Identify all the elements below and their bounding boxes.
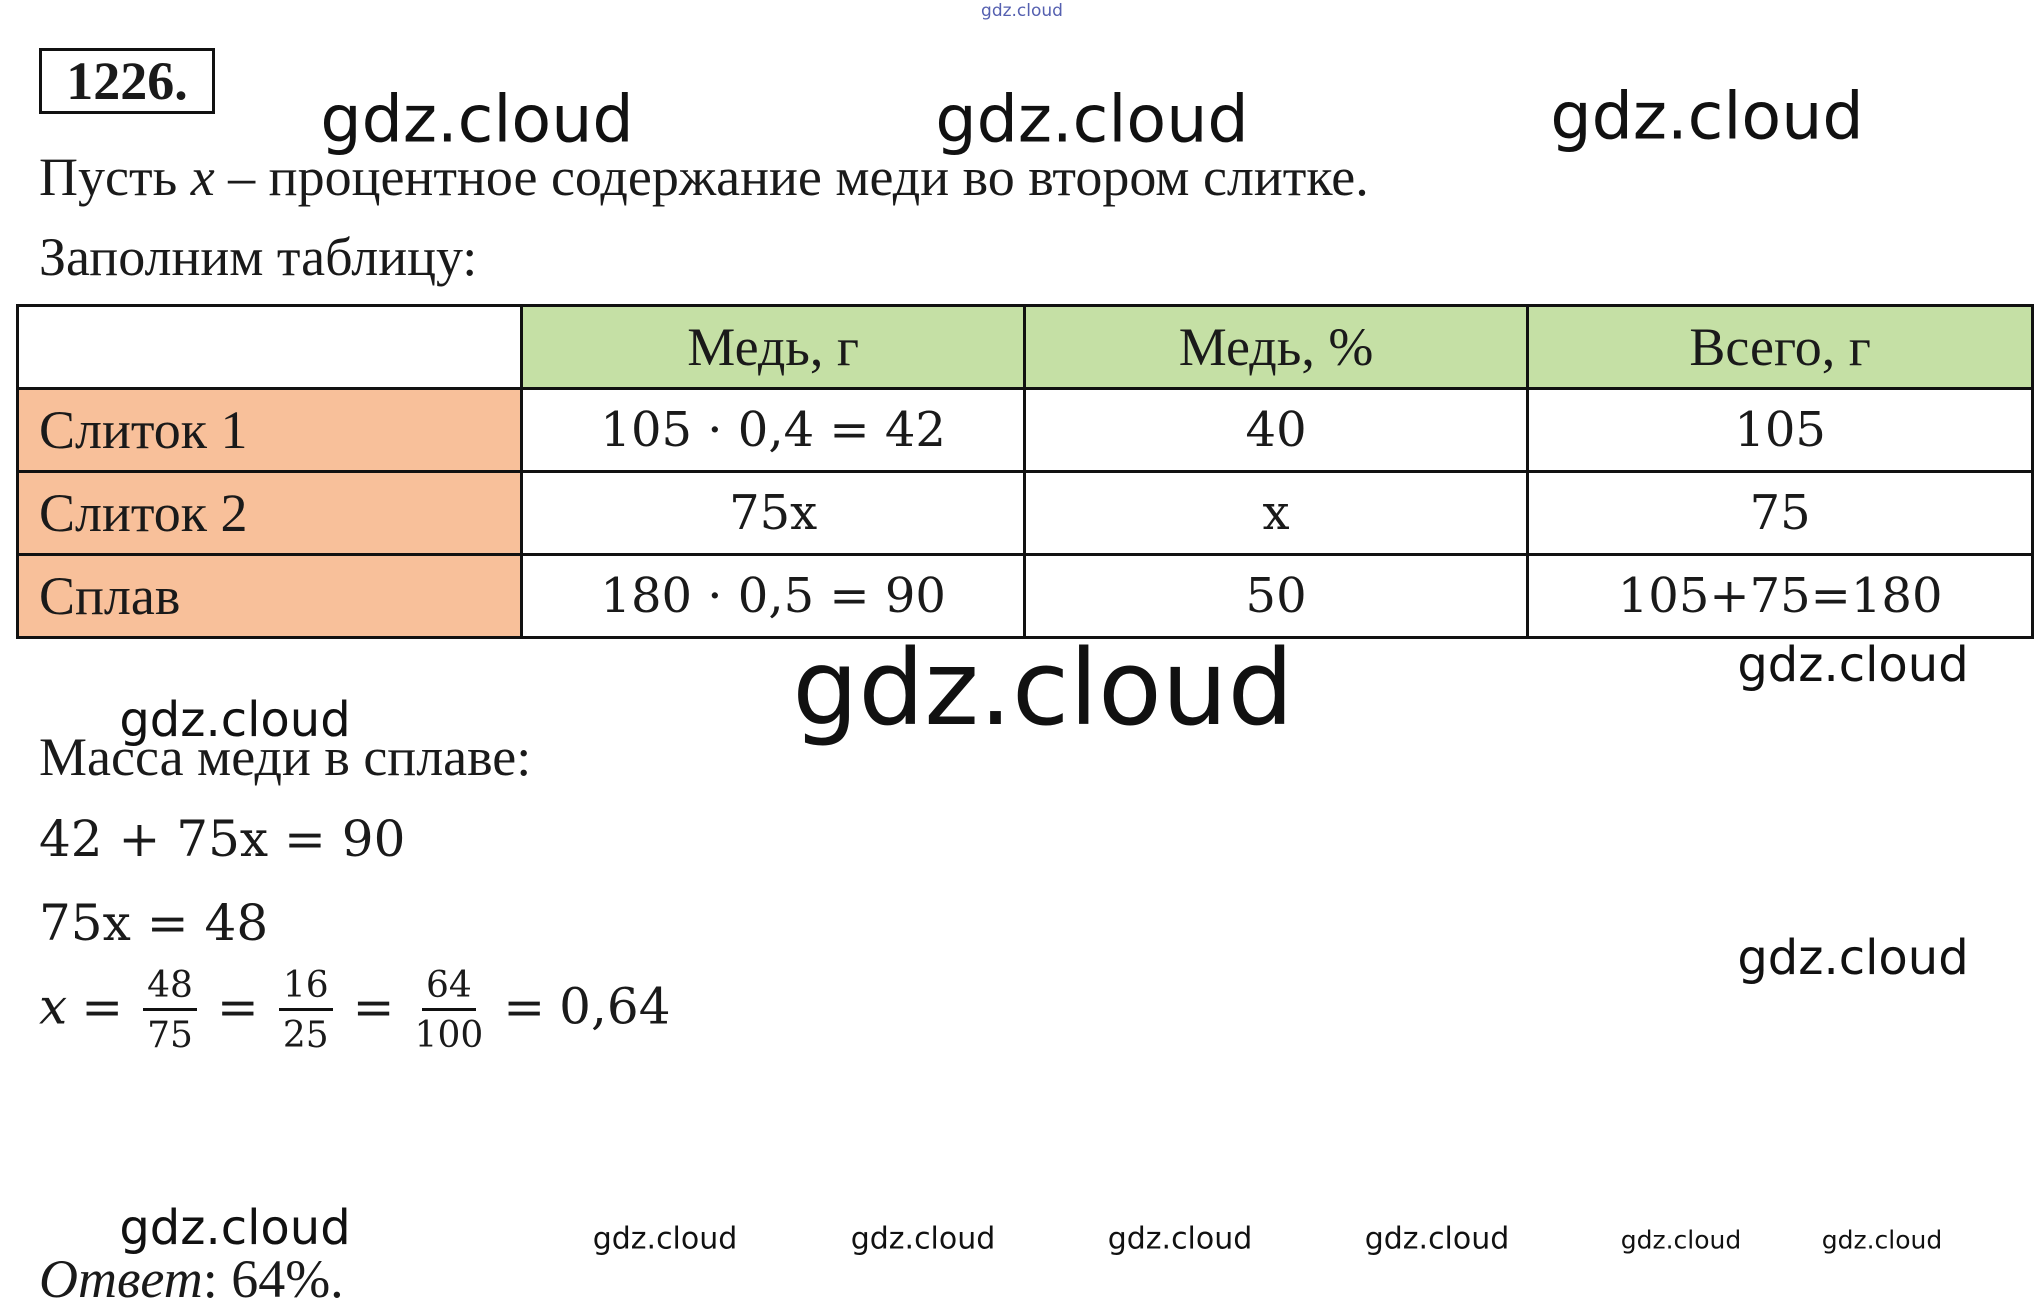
table-cell: x <box>1022 470 1530 556</box>
header-cell <box>15 304 524 390</box>
table-cell: 105 · 0,4 = 42 <box>520 387 1026 473</box>
table-row: Слиток 2 75x x 75 <box>15 470 2034 556</box>
intro-text: Пусть <box>39 147 191 207</box>
equals-sign: = <box>81 977 124 1036</box>
header-cell: Медь, % <box>1022 304 1530 390</box>
header-cell: Всего, г <box>1526 304 2034 390</box>
numerator: 16 <box>278 965 333 1011</box>
watermark: gdz.cloud <box>1737 637 1969 693</box>
header-row: Медь, г Медь, % Всего, г <box>15 304 2034 390</box>
watermark: gdz.cloud <box>1364 1221 1510 1257</box>
denominator: 25 <box>282 1015 329 1056</box>
table-cell: 105+75=180 <box>1526 553 2034 639</box>
table-cell: 50 <box>1022 553 1530 639</box>
denominator: 75 <box>147 1015 193 1056</box>
watermark: gdz.cloud <box>850 1221 996 1257</box>
variable: x <box>190 147 215 207</box>
numerator: 48 <box>143 965 197 1011</box>
denominator: 100 <box>414 1015 484 1056</box>
answer: Ответ: 64%. <box>39 1252 344 1306</box>
row-label: Слиток 1 <box>15 387 524 473</box>
equals-sign: = <box>503 977 546 1036</box>
intro: Пусть x – процентное содержание меди во … <box>39 150 1369 204</box>
watermark: gdz.cloud <box>1550 79 1864 155</box>
watermark: gdz.cloud <box>1620 1225 1742 1255</box>
watermark: gdz.cloud <box>935 82 1249 158</box>
fraction: 16 25 <box>278 965 333 1056</box>
problem-number: 1226. <box>39 48 215 114</box>
equals-sign: = <box>352 977 395 1036</box>
table-cell: 75x <box>520 470 1026 556</box>
table-cell: 40 <box>1022 387 1530 473</box>
final-equation: x = 48 75 = 16 25 = 64 100 = 0,64 <box>39 965 671 1056</box>
equation: 75x = 48 <box>39 894 269 952</box>
watermark: gdz.cloud <box>592 1221 738 1257</box>
numerator: 64 <box>422 965 476 1011</box>
table-caption: Заполним таблицу: <box>39 227 478 287</box>
watermark: gdz.cloud <box>119 1200 351 1256</box>
header-cell: Медь, г <box>520 304 1026 390</box>
watermark: gdz.cloud <box>792 627 1294 749</box>
data-table: Медь, г Медь, % Всего, г Слиток 1 105 · 0,4 … <box>15 304 2034 639</box>
answer-label: Ответ <box>39 1249 203 1309</box>
watermark: gdz.cloud <box>119 692 351 748</box>
watermark: gdz.cloud <box>1107 1221 1253 1257</box>
row-label: Сплав <box>15 553 524 639</box>
watermark: gdz.cloud <box>981 1 1063 21</box>
row-label: Слиток 2 <box>15 470 524 556</box>
table-cell: 105 <box>1526 387 2034 473</box>
fraction: 48 75 <box>143 965 197 1056</box>
equation: 42 + 75x = 90 <box>39 810 406 868</box>
watermark: gdz.cloud <box>1821 1225 1943 1255</box>
watermark: gdz.cloud <box>320 82 634 158</box>
answer-text: : 64%. <box>202 1249 344 1309</box>
equals-sign: = <box>216 977 259 1036</box>
watermark: gdz.cloud <box>1737 930 1969 986</box>
fraction: 64 100 <box>415 965 484 1056</box>
table-row: Сплав 180 · 0,5 = 90 50 105+75=180 <box>15 553 2034 639</box>
table-cell: 180 · 0,5 = 90 <box>520 553 1026 639</box>
variable: x <box>39 977 68 1036</box>
table-cell: 75 <box>1526 470 2034 556</box>
result: 0,64 <box>559 977 671 1036</box>
solution-title: Масса меди в сплаве: <box>39 727 532 787</box>
intro-text: – процентное содержание меди во втором с… <box>214 147 1369 207</box>
table-row: Слиток 1 105 · 0,4 = 42 40 105 <box>15 387 2034 473</box>
